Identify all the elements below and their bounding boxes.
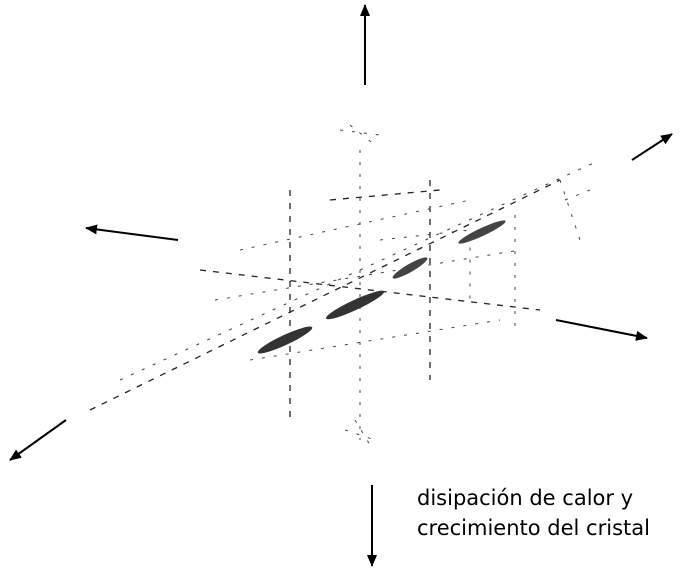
- lattice: [90, 125, 600, 445]
- arrow-left: [86, 228, 178, 240]
- crystal-plate: [391, 255, 430, 282]
- arrow-lower-left: [10, 420, 66, 460]
- crystal-plate: [324, 287, 386, 323]
- caption-line: disipación de calor y: [417, 488, 633, 509]
- crystal-plate: [256, 323, 315, 357]
- diagram: disipación de calor y crecimiento del cr…: [0, 0, 683, 570]
- crystal-plate: [457, 217, 508, 246]
- arrow-upper-right: [632, 134, 672, 160]
- arrow-right: [556, 320, 647, 338]
- arrows: [10, 5, 672, 566]
- crystal-sketch: [0, 0, 683, 570]
- caption-line: crecimiento del cristal: [417, 518, 650, 539]
